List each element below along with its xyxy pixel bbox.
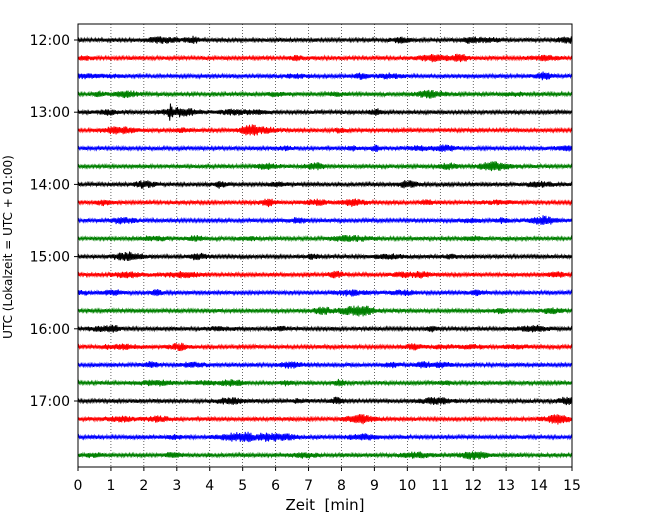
plot-frame xyxy=(77,23,573,468)
seismic-traces xyxy=(77,35,573,460)
x-tick-label: 15 xyxy=(563,478,581,494)
x-tick-label: 0 xyxy=(74,478,83,494)
vertical-grid xyxy=(110,24,540,467)
x-tick-label: 12 xyxy=(464,478,482,494)
trace-line xyxy=(77,124,573,136)
trace-line xyxy=(77,53,573,63)
y-tick-label: 15:00 xyxy=(30,250,70,266)
trace-line xyxy=(77,414,573,425)
trace-line xyxy=(77,215,573,225)
plot-background xyxy=(78,24,572,467)
y-tick-label: 17:00 xyxy=(30,394,70,410)
x-tick-label: 5 xyxy=(238,478,247,494)
trace-line xyxy=(77,251,573,262)
trace-line xyxy=(77,324,573,333)
x-tick-label: 1 xyxy=(106,478,115,494)
trace-line xyxy=(77,270,573,279)
x-axis-ticks: 0 1 2 3 4 5 6 7 8 9 10 11 12 13 14 15 xyxy=(74,467,581,494)
trace-line xyxy=(77,161,573,172)
trace-line xyxy=(77,305,573,317)
trace-line xyxy=(77,198,573,208)
x-tick-label: 6 xyxy=(271,478,280,494)
y-tick-label: 12:00 xyxy=(30,33,70,49)
trace-line xyxy=(77,289,573,297)
x-tick-label: 13 xyxy=(497,478,515,494)
trace-line xyxy=(77,396,573,406)
x-tick-label: 11 xyxy=(431,478,449,494)
x-tick-label: 2 xyxy=(139,478,148,494)
x-tick-label: 3 xyxy=(172,478,181,494)
x-tick-label: 4 xyxy=(205,478,214,494)
trace-line xyxy=(77,361,573,369)
x-axis-label: Zeit [min] xyxy=(285,496,364,514)
trace-line xyxy=(77,451,573,460)
y-tick-label: 14:00 xyxy=(30,177,70,193)
trace-line xyxy=(77,103,573,121)
x-tick-label: 8 xyxy=(337,478,346,494)
x-tick-label: 9 xyxy=(370,478,379,494)
x-tick-label: 7 xyxy=(304,478,313,494)
x-tick-label: 10 xyxy=(398,478,416,494)
trace-line xyxy=(77,431,573,443)
trace-line xyxy=(77,144,573,153)
y-axis-ticks: 12:00 13:00 14:00 15:00 16:00 17:00 xyxy=(30,33,78,410)
trace-line xyxy=(77,89,573,99)
y-tick-label: 13:00 xyxy=(30,105,70,121)
y-axis-label: UTC (Lokalzeit = UTC + 01:00) xyxy=(1,155,15,339)
trace-line xyxy=(77,378,573,387)
trace-line xyxy=(77,180,573,189)
trace-line xyxy=(77,71,573,81)
trace-line xyxy=(77,342,573,352)
trace-line xyxy=(77,35,573,44)
y-tick-label: 16:00 xyxy=(30,322,70,338)
x-tick-label: 14 xyxy=(530,478,548,494)
trace-line xyxy=(77,234,573,243)
